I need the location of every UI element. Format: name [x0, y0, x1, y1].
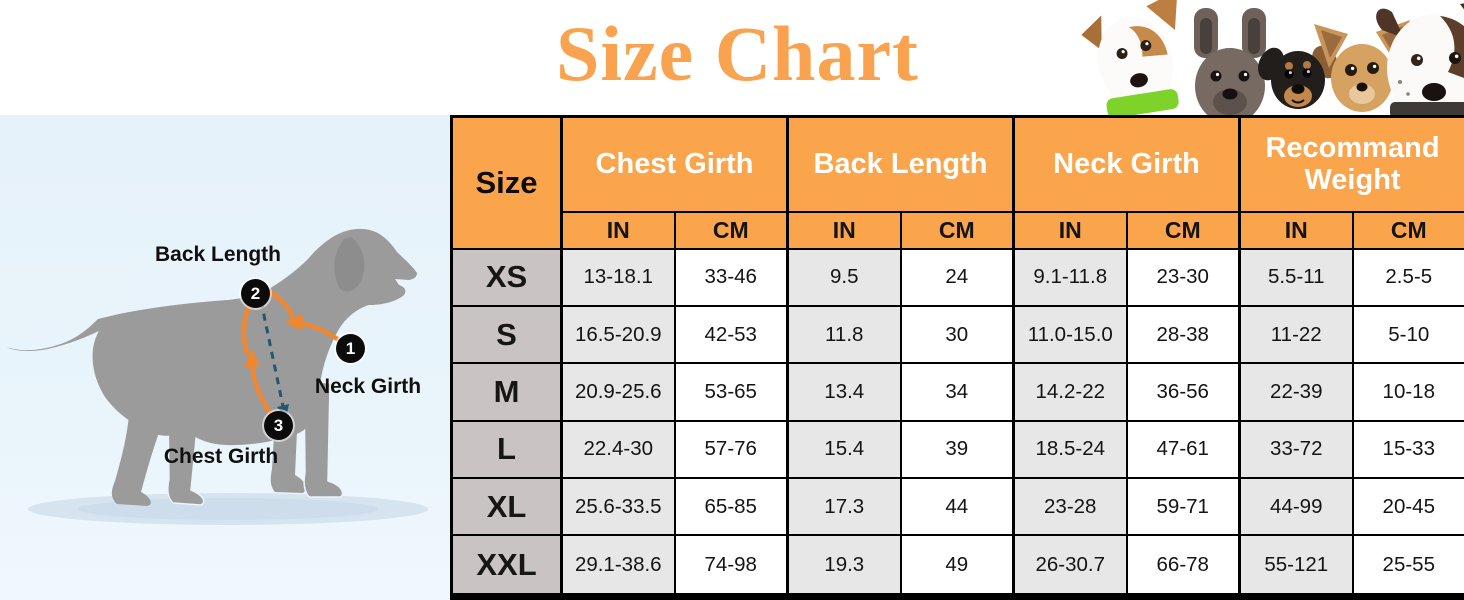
cell-neck-in: 26-30.7 — [1012, 534, 1128, 598]
unit-header-row: IN CM IN CM IN CM IN CM — [452, 210, 1464, 250]
cell-back-in: 9.5 — [786, 247, 902, 307]
cell-back-cm: 30 — [899, 304, 1015, 365]
cell-weight-cm: 20-45 — [1351, 476, 1464, 537]
cell-weight-in: 11-22 — [1238, 304, 1354, 365]
neck-girth-label: Neck Girth — [314, 375, 422, 398]
unit-header-in: IN — [786, 210, 902, 250]
cell-chest-cm: 74-98 — [673, 534, 789, 598]
cell-chest-in: 20.9-25.6 — [560, 362, 676, 422]
neck-girth-arrowhead — [285, 314, 303, 331]
cell-chest-in: 16.5-20.9 — [560, 304, 676, 365]
cell-weight-in: 22-39 — [1238, 362, 1354, 422]
cell-back-cm: 24 — [899, 247, 1015, 307]
size-cell: L — [450, 419, 563, 479]
size-column-header: Size — [450, 115, 563, 250]
dog-photo-terrier — [1081, 0, 1179, 119]
cell-chest-in: 29.1-38.6 — [560, 534, 676, 598]
cell-chest-in: 25.6-33.5 — [560, 476, 676, 537]
table-row-xxl: XXL 29.1-38.6 74-98 19.3 49 26-30.7 66-7… — [450, 534, 1464, 598]
cell-neck-in: 14.2-22 — [1012, 362, 1128, 422]
table-row-l: L 22.4-30 57-76 15.4 39 18.5-24 47-61 33… — [450, 419, 1464, 479]
neck-girth-arc — [266, 289, 297, 324]
dog-photo-frenchie — [1194, 8, 1266, 124]
dog-far-rear-leg — [111, 413, 164, 506]
cell-weight-cm: 15-33 — [1351, 419, 1464, 479]
recommand-weight-header: Recommand Weight — [1238, 115, 1464, 213]
cell-chest-in: 22.4-30 — [560, 419, 676, 479]
chest-girth-arrowhead — [244, 349, 260, 367]
dog-photo-puppy — [1258, 45, 1338, 109]
dogs-photo — [1040, 0, 1464, 124]
cell-back-in: 13.4 — [786, 362, 902, 422]
cell-neck-cm: 28-38 — [1125, 304, 1241, 365]
marker-1-badge: 1 — [336, 334, 365, 363]
page-title: Size Chart — [555, 10, 920, 97]
cell-back-in: 15.4 — [786, 419, 902, 479]
table-row-m: M 20.9-25.6 53-65 13.4 34 14.2-22 36-56 … — [450, 362, 1464, 422]
dogs-photo-illustration — [1081, 0, 1464, 124]
cell-back-in: 11.8 — [786, 304, 902, 365]
dog-body — [6, 228, 417, 446]
cell-weight-in: 33-72 — [1238, 419, 1354, 479]
unit-header-cm: CM — [899, 210, 1015, 250]
back-length-label: Back Length — [154, 243, 282, 266]
cell-weight-cm: 2.5-5 — [1351, 247, 1464, 307]
table-row-xs: XS 13-18.1 33-46 9.5 24 9.1-11.8 23-30 5… — [450, 247, 1464, 307]
unit-header-in: IN — [1238, 210, 1354, 250]
table-row-xl: XL 25.6-33.5 65-85 17.3 44 23-28 59-71 4… — [450, 476, 1464, 537]
dog-silhouette-illustration — [6, 228, 428, 525]
cell-back-cm: 39 — [899, 419, 1015, 479]
cell-neck-in: 9.1-11.8 — [1012, 247, 1128, 307]
dog-measurement-diagram: Back Length Neck Girth Chest Girth 1 2 3 — [0, 115, 450, 600]
back-length-header: Back Length — [786, 115, 1015, 213]
marker-3-badge: 3 — [264, 411, 293, 440]
cell-weight-cm: 5-10 — [1351, 304, 1464, 365]
cell-back-cm: 44 — [899, 476, 1015, 537]
size-cell: S — [450, 304, 563, 365]
unit-header-cm: CM — [673, 210, 789, 250]
cell-neck-in: 18.5-24 — [1012, 419, 1128, 479]
cell-neck-cm: 59-71 — [1125, 476, 1241, 537]
cell-chest-cm: 42-53 — [673, 304, 789, 365]
neck-girth-header: Neck Girth — [1011, 115, 1241, 213]
cell-weight-in: 5.5-11 — [1238, 247, 1354, 307]
cell-chest-cm: 33-46 — [673, 247, 789, 307]
cell-weight-cm: 10-18 — [1351, 362, 1464, 422]
cell-neck-cm: 66-78 — [1125, 534, 1241, 598]
cell-chest-cm: 65-85 — [673, 476, 789, 537]
dog-shadow-inner — [78, 498, 378, 520]
unit-header-in: IN — [1012, 210, 1128, 250]
dog-ear — [334, 237, 365, 292]
marker-2-badge: 2 — [241, 279, 270, 308]
cell-back-cm: 34 — [899, 362, 1015, 422]
cell-back-in: 17.3 — [786, 476, 902, 537]
cell-weight-in: 55-121 — [1238, 534, 1354, 598]
unit-header-in: IN — [560, 210, 676, 250]
cell-chest-cm: 53-65 — [673, 362, 789, 422]
size-chart-table: Size Chest Girth Back Length Neck Girth … — [450, 115, 1464, 600]
cell-weight-in: 44-99 — [1238, 476, 1354, 537]
cell-neck-cm: 36-56 — [1125, 362, 1241, 422]
unit-header-cm: CM — [1351, 210, 1464, 250]
cell-weight-cm: 25-55 — [1351, 534, 1464, 598]
cell-neck-cm: 47-61 — [1125, 419, 1241, 479]
measure-dashed-line — [259, 300, 286, 412]
table-row-s: S 16.5-20.9 42-53 11.8 30 11.0-15.0 28-3… — [450, 304, 1464, 365]
unit-header-cm: CM — [1125, 210, 1241, 250]
cell-neck-in: 23-28 — [1012, 476, 1128, 537]
chest-girth-header: Chest Girth — [560, 115, 789, 213]
chest-girth-label: Chest Girth — [163, 445, 279, 468]
cell-back-cm: 49 — [899, 534, 1015, 598]
dog-photo-pitbull — [1376, 3, 1464, 122]
group-header-row: Size Chest Girth Back Length Neck Girth … — [450, 115, 1464, 250]
cell-back-in: 19.3 — [786, 534, 902, 598]
size-cell: XS — [450, 247, 563, 307]
size-cell: XL — [450, 476, 563, 537]
cell-chest-in: 13-18.1 — [560, 247, 676, 307]
cell-neck-in: 11.0-15.0 — [1012, 304, 1128, 365]
size-cell: XXL — [450, 534, 563, 598]
cell-chest-cm: 57-76 — [673, 419, 789, 479]
size-cell: M — [450, 362, 563, 422]
cell-neck-cm: 23-30 — [1125, 247, 1241, 307]
